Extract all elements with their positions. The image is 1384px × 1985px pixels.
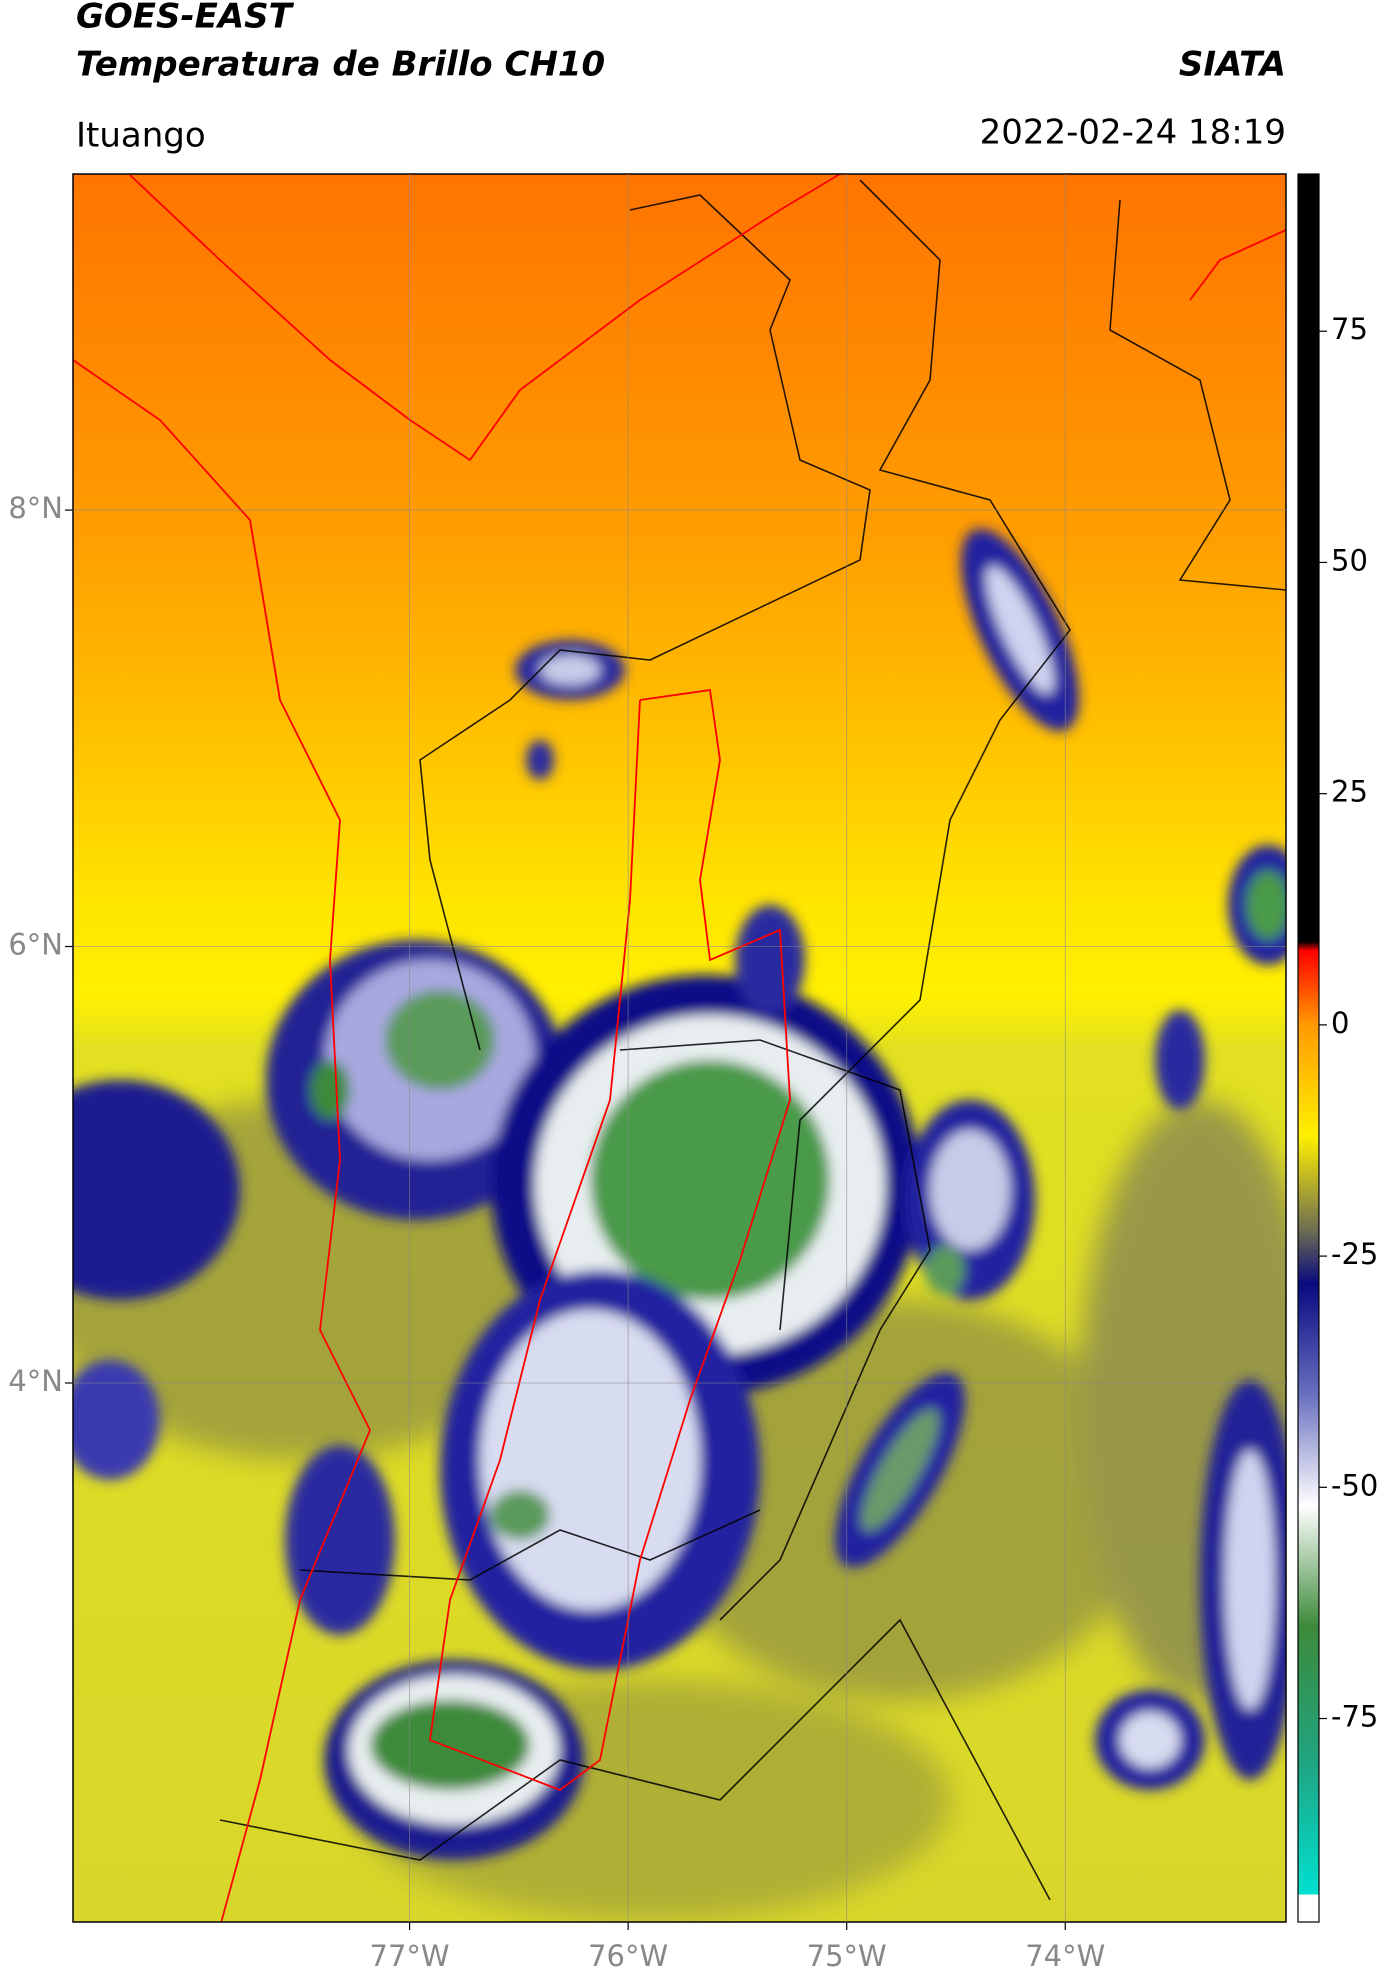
subtitle: Temperatura de Brillo CH10 (76, 45, 605, 85)
colorbar-tick-label: 75 (1331, 312, 1368, 346)
y-tick-label: 8°N (8, 491, 63, 525)
colorbar-tick-label: 50 (1331, 543, 1368, 577)
x-tick-label: 77°W (370, 1939, 450, 1973)
colorbar: -75 -50 -25 0 25 50 75 (1297, 173, 1378, 1923)
timestamp: 2022-02-24 18:19 (980, 113, 1286, 153)
y-tick-label: 6°N (8, 928, 63, 962)
y-tick-label: 4°N (8, 1364, 63, 1398)
colorbar-tick-label: 25 (1331, 775, 1368, 809)
x-tick-label: 74°W (1025, 1939, 1105, 1973)
colorbar-tick-label: -50 (1331, 1468, 1378, 1502)
location: Ituango (76, 116, 206, 156)
colorbar-tick-label: -25 (1331, 1237, 1378, 1271)
satellite-image (73, 174, 1286, 1922)
x-tick-label: 75°W (807, 1939, 887, 1973)
x-tick-label: 76°W (588, 1939, 668, 1973)
colorbar-scale (1297, 173, 1320, 1923)
colorbar-tick-label: -75 (1331, 1700, 1378, 1734)
map-frame (72, 173, 1287, 1923)
title: GOES-EAST (76, 0, 295, 37)
graticule: 77°W 76°W 75°W 74°W 8°N 6°N 4°N (8, 174, 1286, 1973)
colorbar-tick-label: 0 (1331, 1006, 1349, 1040)
source: SIATA (1179, 45, 1286, 85)
